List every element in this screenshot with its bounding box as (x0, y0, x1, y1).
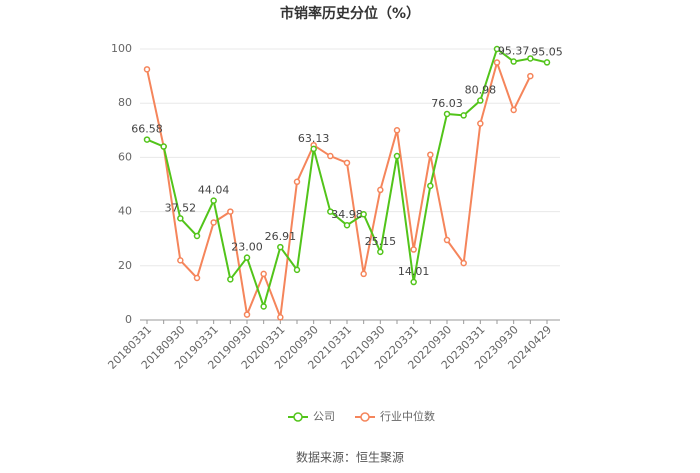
data-point (377, 186, 384, 194)
data-label: 63.13 (298, 132, 330, 145)
data-point (443, 110, 451, 118)
data-point (227, 276, 234, 283)
data-point (327, 152, 334, 160)
data-label: 76.03 (431, 97, 463, 110)
data-point (260, 270, 267, 278)
data-point (343, 221, 351, 229)
data-point (460, 259, 467, 267)
data-point (177, 257, 184, 264)
data-label: 25.15 (365, 235, 397, 248)
data-point (427, 151, 434, 158)
y-tick-label: 40 (118, 205, 132, 218)
y-tick-label: 0 (125, 313, 132, 326)
chart-title: 市销率历史分位（%） (280, 5, 420, 22)
data-label: 23.00 (231, 241, 263, 254)
data-point (243, 254, 251, 261)
data-label: 95.37 (498, 45, 530, 58)
data-label: 14.01 (398, 265, 430, 278)
data-point (393, 127, 401, 134)
data-point (510, 106, 517, 114)
data-point (143, 66, 151, 73)
data-point (393, 152, 401, 160)
data-point (243, 311, 251, 318)
data-point (343, 159, 351, 167)
data-point (493, 59, 501, 66)
data-point (460, 112, 467, 119)
data-label: 37.52 (165, 201, 197, 214)
data-point (443, 236, 451, 244)
data-point (543, 59, 551, 66)
data-point (510, 58, 517, 65)
data-label: 66.58 (131, 123, 163, 136)
data-label: 80.98 (465, 84, 497, 97)
data-point (210, 197, 217, 204)
data-point (227, 208, 234, 215)
data-point (410, 278, 417, 286)
data-point (327, 208, 334, 215)
data-point (377, 248, 384, 256)
data-point (177, 215, 184, 222)
data-point (277, 243, 284, 251)
data-point (360, 270, 367, 278)
y-tick-label: 100 (111, 42, 132, 55)
data-point (277, 314, 284, 321)
legend-label: 行业中位数 (380, 409, 435, 423)
data-point (477, 120, 484, 127)
data-label: 95.05 (531, 45, 563, 58)
y-tick-label: 60 (118, 150, 132, 163)
data-point (360, 211, 367, 218)
data-point (410, 246, 417, 253)
data-label: 26.91 (265, 230, 297, 243)
series-line (146, 59, 532, 319)
data-point (143, 136, 151, 143)
data-label: 44.04 (198, 184, 230, 197)
data-point (427, 182, 434, 190)
data-point (527, 72, 534, 80)
data-point (260, 303, 267, 310)
y-tick-label: 80 (118, 96, 132, 109)
data-point (210, 219, 217, 226)
data-point (193, 232, 201, 240)
y-tick-label: 20 (118, 259, 132, 272)
legend-label: 公司 (313, 410, 335, 423)
legend-marker (360, 412, 370, 422)
data-point (293, 178, 301, 186)
data-point (293, 266, 301, 274)
data-point (493, 45, 501, 53)
data-point (193, 274, 201, 282)
data-point (527, 55, 534, 62)
data-point (477, 97, 484, 104)
legend-marker (293, 412, 303, 422)
data-point (160, 143, 167, 150)
data-point (310, 145, 317, 153)
data-label: 34.98 (331, 208, 363, 221)
source: 数据来源：恒生聚源 (296, 450, 404, 465)
